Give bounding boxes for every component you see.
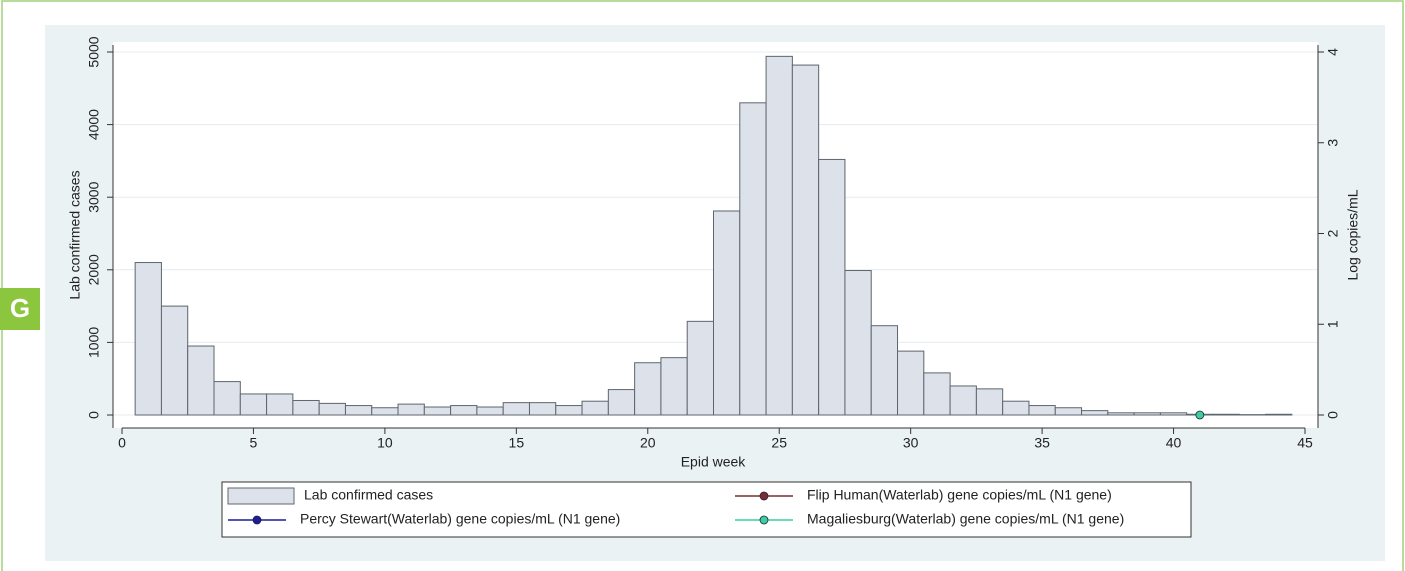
bar (371, 407, 399, 416)
y2-tick-label: 4 (1325, 48, 1341, 56)
legend-marker (759, 515, 769, 525)
bar (686, 320, 715, 416)
x-tick-label: 15 (509, 435, 525, 451)
bar (476, 406, 504, 416)
bar (1028, 405, 1056, 416)
bar (450, 405, 478, 416)
bar (239, 393, 268, 416)
bar (581, 400, 609, 416)
bar (292, 399, 320, 416)
panel-badge (0, 288, 40, 330)
bar (1159, 412, 1188, 416)
bar (1107, 412, 1135, 416)
x-tick-label: 25 (771, 435, 787, 451)
y-tick-label: 3000 (86, 181, 102, 212)
legend-label: Percy Stewart(Waterlab) gene copies/mL (… (300, 511, 620, 527)
x-tick-label: 30 (903, 435, 919, 451)
x-tick-label: 5 (250, 435, 258, 451)
bar (1133, 412, 1161, 416)
bar (1081, 410, 1109, 416)
series-point (1195, 410, 1205, 420)
legend-marker (759, 491, 769, 501)
x-axis-label: Epid week (681, 454, 747, 470)
x-tick-label: 45 (1297, 435, 1313, 451)
bar (1054, 407, 1083, 416)
y2-tick-label: 3 (1325, 139, 1341, 147)
bar (765, 55, 793, 416)
legend-marker (252, 515, 262, 525)
x-tick-label: 40 (1166, 435, 1182, 451)
bar (134, 262, 162, 416)
panel-label: G (10, 293, 30, 323)
x-tick-label: 0 (118, 435, 126, 451)
legend-label: Lab confirmed cases (304, 487, 433, 503)
y-tick-label: 2000 (86, 254, 102, 285)
bar (187, 345, 215, 416)
bar (897, 350, 925, 416)
y-tick-label: 0 (86, 411, 102, 419)
bar (607, 389, 636, 416)
bar (213, 381, 241, 416)
bar (634, 362, 662, 416)
bar (160, 305, 189, 416)
bar (949, 385, 977, 416)
bar (555, 405, 583, 416)
bar (791, 64, 820, 416)
legend-label: Flip Human(Waterlab) gene copies/mL (N1 … (807, 487, 1112, 503)
y2-tick-label: 0 (1325, 411, 1341, 419)
bar (923, 372, 951, 416)
bar (1002, 400, 1030, 416)
bar (818, 158, 846, 416)
y2-tick-label: 2 (1325, 229, 1341, 237)
bar (660, 357, 688, 416)
y2-axis-label: Log copies/mL (1345, 189, 1361, 280)
y-tick-label: 5000 (86, 36, 102, 67)
bar (397, 403, 425, 416)
y-axis-label: Lab confirmed cases (67, 170, 83, 299)
bar (266, 393, 294, 416)
bar (713, 210, 741, 416)
y2-tick-label: 1 (1325, 320, 1341, 328)
legend (221, 481, 1192, 538)
bar (1212, 413, 1240, 416)
bar (344, 405, 373, 416)
legend-swatch (227, 487, 295, 505)
y-tick-label: 1000 (86, 327, 102, 358)
x-tick-label: 20 (640, 435, 656, 451)
bar (1265, 413, 1293, 416)
bar (844, 270, 872, 416)
bar (318, 402, 346, 416)
bar (502, 402, 530, 416)
x-tick-label: 35 (1034, 435, 1050, 451)
y-tick-label: 4000 (86, 109, 102, 140)
bar (528, 402, 557, 416)
bar (870, 325, 899, 416)
bar (423, 406, 452, 416)
x-tick-label: 10 (377, 435, 393, 451)
bar (739, 102, 767, 416)
legend-label: Magaliesburg(Waterlab) gene copies/mL (N… (807, 511, 1124, 527)
bar (975, 388, 1004, 416)
